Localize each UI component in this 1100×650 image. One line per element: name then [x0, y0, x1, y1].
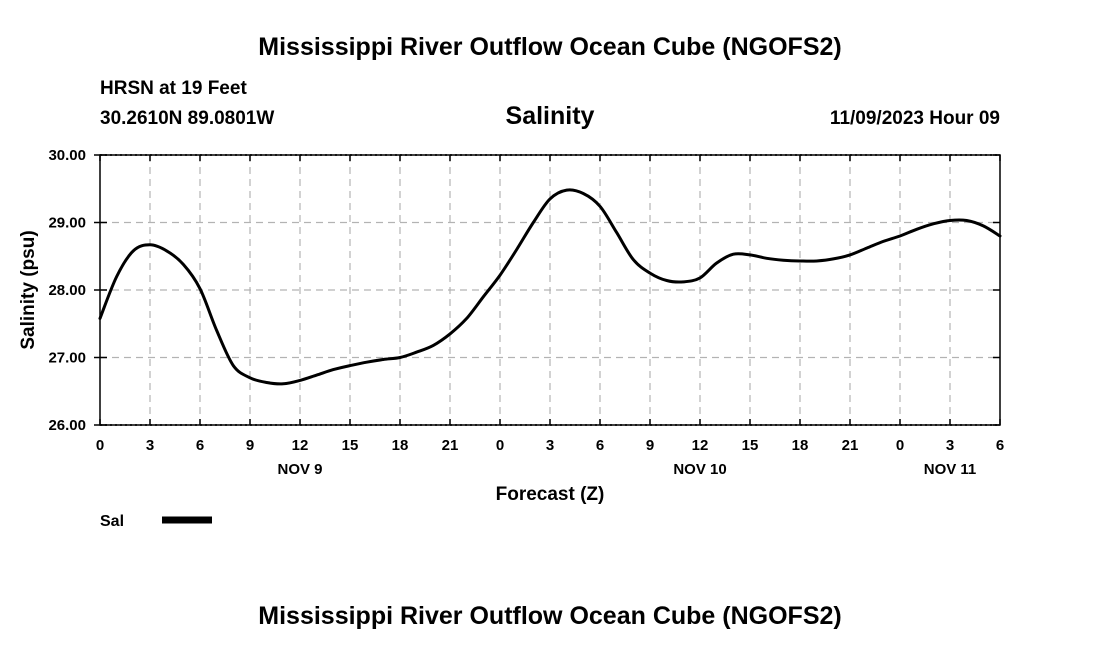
x-tick-label: 0 — [896, 437, 904, 454]
chart-title: Mississippi River Outflow Ocean Cube (NG… — [258, 33, 841, 61]
day-label: NOV 10 — [673, 461, 726, 478]
forecast-timestamp: 11/09/2023 Hour 09 — [830, 108, 1000, 129]
x-tick-label: 3 — [546, 437, 554, 454]
y-tick-label: 28.00 — [48, 282, 86, 299]
y-tick-label: 27.00 — [48, 350, 86, 367]
x-tick-label: 21 — [842, 437, 859, 454]
axis-ticks — [94, 154, 1001, 426]
series-line-sal — [98, 188, 1002, 386]
footer-title: Mississippi River Outflow Ocean Cube (NG… — [258, 602, 841, 630]
x-tick-label: 21 — [442, 437, 459, 454]
x-tick-label: 12 — [292, 437, 309, 454]
y-tick-label: 30.00 — [48, 147, 86, 164]
grid — [100, 154, 1000, 426]
station-name: HRSN at 19 Feet — [100, 78, 247, 99]
x-tick-label: 6 — [996, 437, 1004, 454]
day-label: NOV 9 — [277, 461, 322, 478]
x-tick-label: 9 — [246, 437, 254, 454]
x-tick-label: 3 — [146, 437, 154, 454]
x-tick-label: 0 — [96, 437, 104, 454]
x-tick-label: 12 — [692, 437, 709, 454]
y-tick-label: 29.00 — [48, 215, 86, 232]
variable-title: Salinity — [506, 102, 595, 130]
x-axis-label: Forecast (Z) — [496, 484, 605, 505]
x-tick-label: 15 — [742, 437, 759, 454]
x-tick-label: 9 — [646, 437, 654, 454]
x-tick-label: 15 — [342, 437, 359, 454]
x-tick-label: 18 — [392, 437, 409, 454]
station-location: 30.2610N 89.0801W — [100, 108, 274, 129]
x-tick-label: 6 — [196, 437, 204, 454]
tick-labels: 0 3 6 9 12 15 18 21 0 3 6 9 12 15 18 21 0 3 6 26.00 27.00 28.… — [48, 147, 1004, 478]
legend-label: Sal — [100, 513, 124, 530]
series-layer — [98, 188, 1002, 386]
x-tick-label: 3 — [946, 437, 954, 454]
y-tick-label: 26.00 — [48, 417, 86, 434]
x-tick-label: 0 — [496, 437, 504, 454]
x-tick-label: 18 — [792, 437, 809, 454]
y-axis-label: Salinity (psu) — [18, 230, 39, 349]
x-tick-label: 6 — [596, 437, 604, 454]
day-label: NOV 11 — [924, 461, 977, 478]
